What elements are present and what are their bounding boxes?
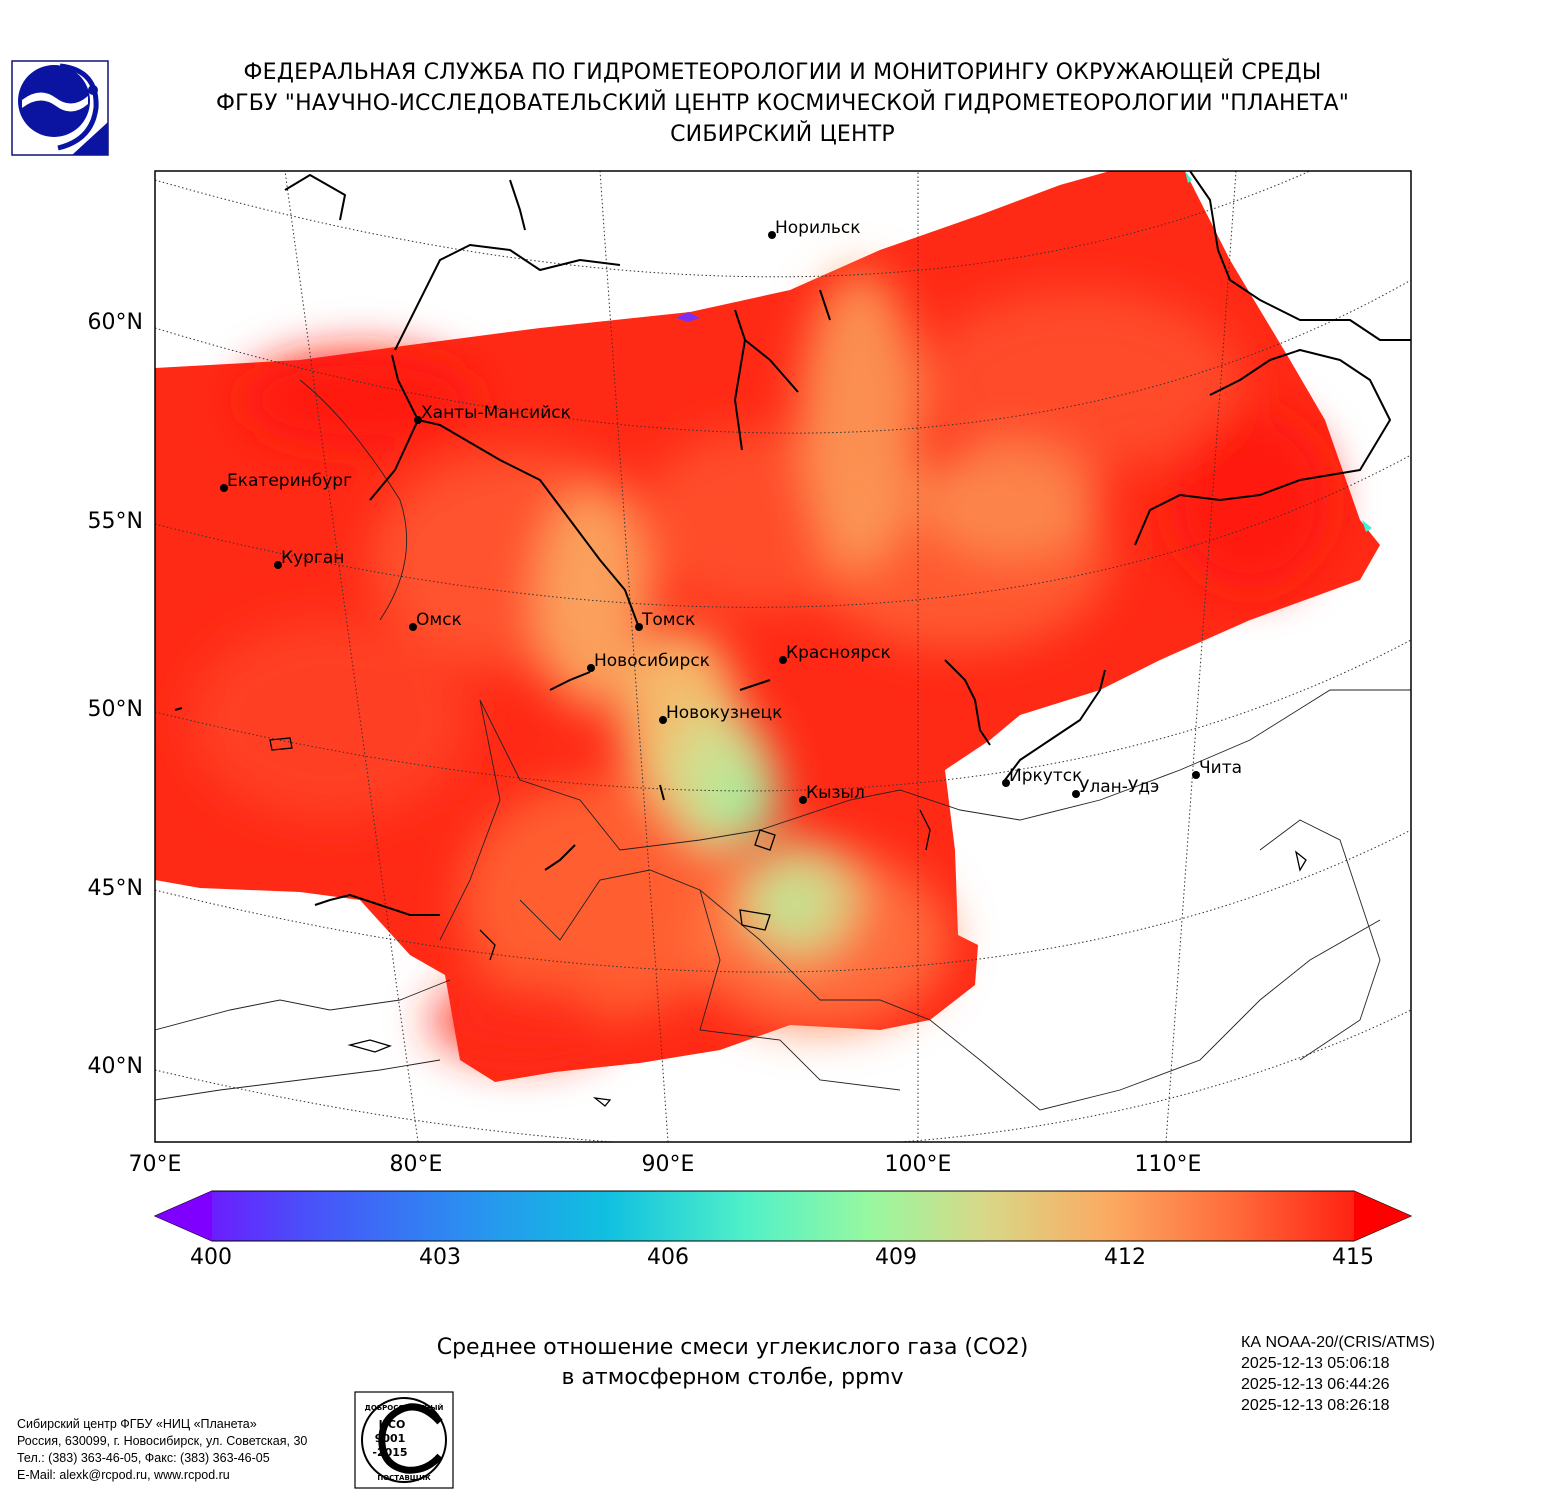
city-label: Томск — [641, 610, 695, 630]
caption-line-1: Среднее отношение смеси углекислого газа… — [436, 1335, 1029, 1360]
city-dot — [768, 231, 776, 239]
rivers-coastlines — [174, 171, 1411, 916]
city-dot — [1072, 790, 1080, 798]
colorbar-max-extend — [1354, 1191, 1411, 1241]
lakes — [269, 737, 1307, 1107]
contact-line-2: Россия, 630099, г. Новосибирск, ул. Сове… — [17, 1434, 308, 1448]
iso-badge-top-text: ДОБРОСОВЕСТНЫЙ — [365, 1403, 444, 1412]
iso-badge-number: 9001 — [375, 1432, 406, 1445]
header-agency: ФЕДЕРАЛЬНАЯ СЛУЖБА ПО ГИДРОМЕТЕОРОЛОГИИ … — [243, 60, 1322, 85]
lon-label-110: 110°E — [1134, 1152, 1202, 1177]
city-dot — [799, 796, 807, 804]
city-label: Новосибирск — [594, 651, 710, 671]
city-label: Новокузнецк — [666, 703, 782, 723]
contact-line-1: Сибирский центр ФГБУ «НИЦ «Планета» — [17, 1417, 257, 1431]
satellite-time-1: 2025-12-13 05:06:18 — [1241, 1355, 1390, 1372]
city-dot — [779, 656, 787, 664]
city-label: Норильск — [775, 218, 861, 238]
city-label: Кызыл — [806, 783, 865, 803]
city-markers: Норильск Ханты-Мансийск Екатеринбург Курган… — [220, 218, 1242, 804]
lat-label-60: 60°N — [87, 310, 143, 335]
lat-label-40: 40°N — [87, 1054, 143, 1079]
city-dot — [1192, 771, 1200, 779]
city-label: Омск — [416, 610, 462, 630]
city-label: Иркутск — [1009, 766, 1082, 786]
city-label: Екатеринбург — [227, 471, 352, 491]
colorbar-tick-403: 403 — [419, 1245, 461, 1270]
city-dot — [635, 623, 643, 631]
colorbar-tick-400: 400 — [190, 1245, 232, 1270]
city-dot — [1002, 779, 1010, 787]
header-center: СИБИРСКИЙ ЦЕНТР — [670, 122, 895, 147]
city-label: Курган — [281, 548, 344, 568]
colorbar-tick-409: 409 — [875, 1245, 917, 1270]
lon-label-90: 90°E — [641, 1152, 695, 1177]
colorbar-fill — [153, 1190, 1413, 1242]
lon-label-70: 70°E — [128, 1152, 182, 1177]
city-dot — [409, 623, 417, 631]
graticule — [155, 171, 1411, 1142]
contact-line-3: Тел.: (383) 363-46-05, Факс: (383) 363-4… — [17, 1451, 270, 1465]
colorbar-tick-412: 412 — [1104, 1245, 1146, 1270]
colorbar — [153, 1190, 1413, 1242]
satellite-name: КА NOAA-20/(CRIS/ATMS) — [1241, 1334, 1435, 1351]
roshydromet-logo — [11, 60, 109, 156]
city-dot — [659, 716, 667, 724]
country-borders — [155, 379, 1411, 1111]
city-label: Чита — [1199, 758, 1242, 778]
iso-badge-iso: ИСО — [379, 1418, 406, 1431]
city-dot — [587, 664, 595, 672]
city-label: Улан-Удэ — [1079, 777, 1159, 797]
iso-badge-year: -2015 — [372, 1446, 407, 1459]
city-dot — [274, 561, 282, 569]
city-dot — [414, 416, 422, 424]
colorbar-tick-406: 406 — [647, 1245, 689, 1270]
city-dot — [220, 484, 228, 492]
iso-badge-bottom-text: ПОСТАВЩИК — [377, 1474, 431, 1482]
low-value-patch — [676, 312, 700, 322]
city-label: Красноярск — [786, 643, 891, 663]
colorbar-min-extend — [155, 1191, 212, 1241]
satellite-time-2: 2025-12-13 06:44:26 — [1241, 1376, 1390, 1393]
caption-line-2: в атмосферном столбе, ppmv — [561, 1365, 904, 1390]
colorbar-tick-415: 415 — [1332, 1245, 1374, 1270]
contact-line-4: E-Mail: alexk@rcpod.ru, www.rcpod.ru — [17, 1468, 230, 1482]
lat-label-45: 45°N — [87, 876, 143, 901]
lat-label-55: 55°N — [87, 509, 143, 534]
satellite-time-3: 2025-12-13 08:26:18 — [1241, 1397, 1390, 1414]
lat-label-50: 50°N — [87, 697, 143, 722]
map-frame — [154, 170, 1412, 1143]
map-area: Норильск Ханты-Мансийск Екатеринбург Курган… — [155, 171, 1411, 1142]
lon-label-100: 100°E — [884, 1152, 952, 1177]
header-institute: ФГБУ "НАУЧНО-ИССЛЕДОВАТЕЛЬСКИЙ ЦЕНТР КОС… — [215, 91, 1350, 116]
lon-label-80: 80°E — [389, 1152, 443, 1177]
iso-9001-badge: ДОБРОСОВЕСТНЫЙ ИСО 9001 -2015 ПОСТАВЩИК — [354, 1391, 454, 1489]
city-label: Ханты-Мансийск — [421, 403, 571, 423]
